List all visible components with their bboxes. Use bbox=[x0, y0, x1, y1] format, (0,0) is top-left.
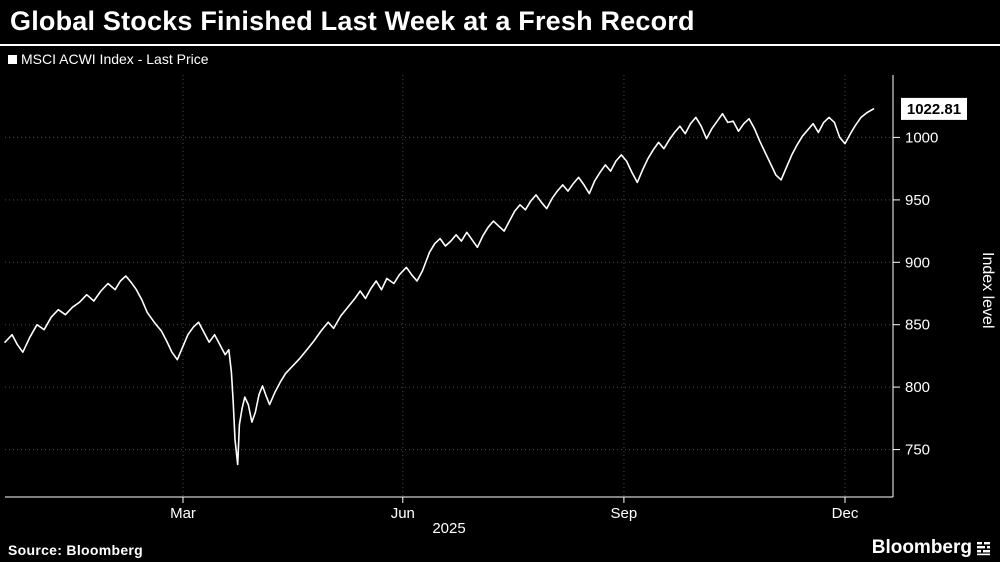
y-tick-label: 800 bbox=[905, 379, 930, 396]
x-tick-label: Jun bbox=[391, 505, 415, 522]
x-tick-label: Sep bbox=[611, 505, 638, 522]
y-tick-label: 900 bbox=[905, 254, 930, 271]
bloomberg-logo-text: Bloomberg bbox=[871, 537, 972, 558]
legend-square-icon bbox=[8, 54, 17, 64]
y-tick-label: 750 bbox=[905, 442, 930, 459]
bloomberg-logo: Bloomberg bbox=[872, 537, 990, 559]
legend-label: MSCI ACWI Index - Last Price bbox=[21, 51, 209, 67]
y-axis-title: Index level bbox=[979, 251, 996, 329]
x-tick-label: Mar bbox=[170, 505, 196, 522]
source-credit: Source: Bloomberg bbox=[8, 542, 144, 558]
y-tick-label: 1000 bbox=[905, 129, 938, 146]
y-tick-label: 950 bbox=[905, 192, 930, 209]
last-price-label: 1022.81 bbox=[907, 101, 961, 118]
last-price-flag bbox=[901, 97, 967, 120]
y-tick-label: 850 bbox=[905, 317, 930, 334]
price-line bbox=[4, 108, 875, 466]
page-title: Global Stocks Finished Last Week at a Fr… bbox=[0, 0, 1000, 46]
x-tick-label: Dec bbox=[832, 505, 859, 522]
chart-legend: MSCI ACWI Index - Last Price bbox=[8, 51, 209, 67]
x-axis-year-label: 2025 bbox=[432, 520, 466, 537]
bloomberg-terminal-icon bbox=[977, 541, 990, 555]
